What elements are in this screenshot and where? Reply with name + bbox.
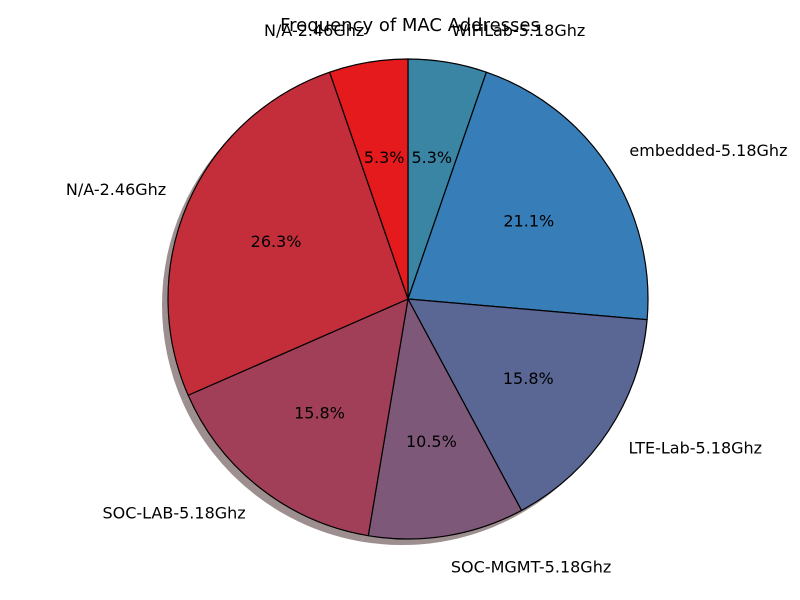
slice-percent-label: 5.3% (411, 148, 452, 167)
slice-label: SOC-MGMT-5.18Ghz (451, 557, 611, 576)
slice-percent-label: 21.1% (503, 212, 554, 231)
pie-slice (407, 71, 649, 321)
slice-percent-label: 26.3% (251, 232, 302, 251)
slice-label: N/A-2.46Ghz (66, 180, 166, 199)
slice-label: SOC-LAB-5.18Ghz (102, 504, 245, 523)
pie-slice (407, 298, 648, 512)
pie-slice (187, 298, 409, 537)
slice-percent-label: 5.3% (364, 148, 405, 167)
pie-slice (329, 58, 409, 300)
pie-slice (167, 71, 409, 396)
slice-percent-label: 15.8% (294, 404, 345, 423)
slice-label: embedded-5.18Ghz (629, 141, 787, 160)
pie-slice (367, 298, 523, 540)
slice-label: N/A-2.46Ghz (264, 21, 364, 40)
slice-label: LTE-Lab-5.18Ghz (629, 439, 763, 458)
slice-percent-label: 15.8% (503, 369, 554, 388)
slice-label: WiFiLab-5.18Ghz (452, 21, 586, 40)
pie-labels: WiFiLab-5.18Ghz 5.3% embedded-5.18Ghz 21.1%… (66, 21, 788, 577)
chart-title: Frequency of MAC Addresses (280, 15, 540, 36)
slice-percent-label: 10.5% (406, 432, 457, 451)
pie-slices (167, 58, 649, 540)
